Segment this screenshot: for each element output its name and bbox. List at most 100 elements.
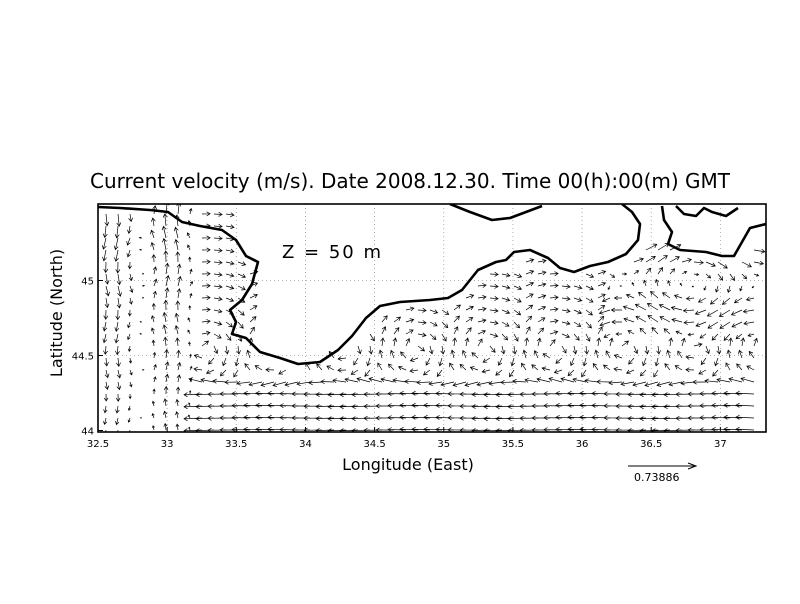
- velocity-vector: [327, 416, 347, 422]
- velocity-vector: [243, 426, 263, 432]
- velocity-vector: [201, 307, 211, 313]
- velocity-vector: [405, 306, 415, 312]
- velocity-vector: [644, 381, 659, 388]
- velocity-vector: [699, 415, 719, 421]
- velocity-vector: [721, 297, 731, 305]
- velocity-vector: [103, 393, 109, 402]
- velocity-vector: [249, 316, 257, 323]
- velocity-vector: [611, 319, 622, 325]
- velocity-vector: [685, 367, 695, 373]
- velocity-vector: [244, 363, 251, 371]
- velocity-vector: [115, 417, 120, 426]
- velocity-vector: [739, 285, 743, 292]
- velocity-vector: [621, 340, 630, 347]
- velocity-vector: [709, 297, 719, 305]
- velocity-vector: [189, 353, 192, 359]
- velocity-vector: [585, 285, 594, 291]
- velocity-vector: [141, 273, 145, 275]
- velocity-vector: [127, 417, 131, 423]
- velocity-vector: [728, 337, 733, 347]
- velocity-vector: [699, 333, 707, 339]
- velocity-vector: [163, 422, 168, 431]
- velocity-vector: [315, 404, 335, 409]
- velocity-vector: [489, 308, 499, 314]
- velocity-vector: [605, 350, 611, 359]
- velocity-vector: [449, 362, 455, 371]
- velocity-vector: [594, 349, 599, 359]
- velocity-vector: [440, 345, 446, 355]
- velocity-vector: [126, 249, 131, 258]
- velocity-vector: [189, 268, 193, 275]
- velocity-vector: [700, 357, 707, 366]
- velocity-vector: [150, 217, 156, 227]
- velocity-vector: [747, 333, 755, 337]
- velocity-vector: [712, 369, 719, 377]
- map-title: Current velocity (m/s). Date 2008.12.30.…: [90, 169, 731, 193]
- velocity-vector: [344, 377, 359, 383]
- velocity-vector: [115, 393, 121, 402]
- velocity-vector: [153, 278, 158, 287]
- velocity-vector: [353, 357, 359, 366]
- velocity-vector: [477, 294, 487, 300]
- velocity-vector: [315, 392, 335, 397]
- velocity-vector: [176, 386, 181, 395]
- velocity-vector: [461, 349, 467, 359]
- reference-vector-arrowhead: [687, 462, 698, 470]
- velocity-vector: [212, 378, 227, 384]
- velocity-vector: [105, 285, 110, 297]
- velocity-vector: [723, 390, 743, 396]
- velocity-vector: [450, 349, 456, 359]
- velocity-vector: [164, 287, 170, 299]
- velocity-vector: [495, 404, 515, 410]
- velocity-vector: [692, 379, 707, 385]
- velocity-vector: [668, 381, 683, 387]
- velocity-vector: [666, 349, 671, 359]
- velocity-vector: [489, 320, 499, 326]
- y-axis-ticks: 44 44.5 45: [72, 277, 103, 438]
- velocity-vector: [390, 349, 395, 359]
- velocity-vector: [164, 348, 169, 359]
- velocity-vector: [715, 285, 719, 293]
- velocity-vector: [399, 414, 419, 420]
- velocity-vector: [537, 305, 547, 311]
- velocity-vector: [699, 427, 719, 432]
- velocity-vector: [254, 365, 263, 371]
- velocity-vector: [555, 357, 563, 364]
- velocity-vector: [225, 272, 235, 278]
- velocity-vector: [114, 333, 120, 344]
- velocity-vector: [231, 403, 251, 408]
- crimea-coastline: [98, 204, 642, 366]
- velocity-vector: [387, 427, 407, 432]
- velocity-vector: [549, 318, 559, 324]
- velocity-vector: [139, 320, 143, 323]
- velocity-vector: [459, 403, 479, 409]
- velocity-vector: [548, 376, 563, 383]
- velocity-vector: [627, 392, 647, 397]
- velocity-vector: [404, 379, 419, 384]
- velocity-vector: [489, 271, 499, 277]
- velocity-vector: [101, 237, 107, 250]
- velocity-vector: [237, 321, 244, 329]
- velocity-vector: [356, 377, 371, 383]
- velocity-vector: [141, 369, 145, 371]
- velocity-vector: [525, 293, 534, 299]
- velocity-vector: [339, 428, 359, 432]
- velocity-vector: [632, 381, 647, 387]
- velocity-vector: [175, 251, 181, 263]
- velocity-vector: [213, 211, 223, 217]
- velocity-vector: [399, 390, 419, 396]
- x-axis-ticks: 32.5 33 33.5 34 34.5 35 35.5 36 36.5 37: [87, 427, 727, 450]
- velocity-vector: [459, 363, 467, 371]
- velocity-vector: [561, 333, 571, 339]
- velocity-vector: [477, 318, 487, 324]
- velocity-vector: [127, 309, 132, 317]
- velocity-vector: [161, 225, 167, 239]
- velocity-vector: [633, 270, 640, 275]
- velocity-vector: [489, 333, 499, 338]
- velocity-vector: [555, 402, 575, 408]
- velocity-vector: [127, 345, 132, 352]
- velocity-vector: [549, 283, 559, 288]
- velocity-vector: [188, 207, 193, 215]
- velocity-vector: [741, 273, 748, 280]
- velocity-vector: [735, 414, 755, 420]
